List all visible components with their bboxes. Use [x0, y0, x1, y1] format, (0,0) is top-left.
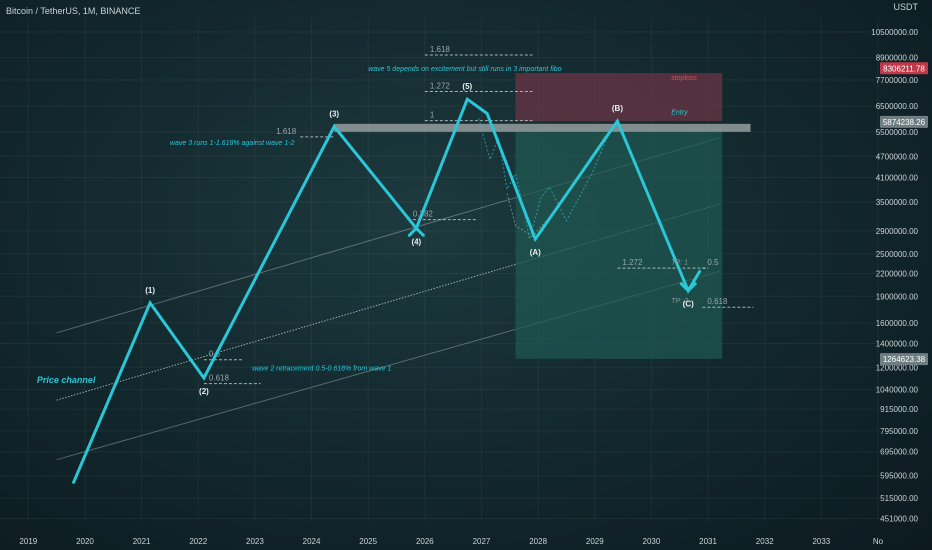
time-tick-label: 2032 — [756, 537, 774, 546]
annotation: wave 5 depends on excitement but still r… — [368, 66, 561, 73]
time-tick-label: 2033 — [812, 537, 830, 546]
price-tick-label: 6500000.00 — [876, 102, 919, 111]
price-tick-label: 1600000.00 — [876, 319, 919, 328]
price-tag-label: 5874238.26 — [883, 118, 926, 127]
price-tag-label: 8306211.78 — [883, 64, 925, 73]
wave-label: (B) — [612, 104, 623, 113]
time-axis[interactable]: 2019 2020 2021 2022 2023 2024 2025 2026 2027 2028… — [19, 537, 883, 546]
price-tick-label: 915000.00 — [880, 405, 918, 414]
annotation: wave 2 retracement 0.5-0.618% from wave … — [252, 366, 391, 373]
annotation: wave 3 runs 1-1.618% against wave 1-2 — [170, 140, 295, 147]
annotation: TP: 2 — [671, 298, 688, 305]
time-tick-label: 2020 — [76, 537, 94, 546]
time-tick-label: 2023 — [246, 537, 264, 546]
time-tick-label: 2030 — [643, 537, 661, 546]
price-tick-label: 1200000.00 — [876, 363, 919, 372]
wave-label: (5) — [462, 82, 472, 91]
currency-label: USDT — [894, 2, 919, 12]
price-tag-stop — [880, 62, 928, 75]
time-tick-label: 2024 — [303, 537, 321, 546]
target-zone — [515, 127, 723, 359]
grid — [0, 18, 879, 522]
fibo-label: 0.618 — [209, 374, 230, 383]
time-tick-label: 2026 — [416, 537, 434, 546]
annotation: Price channel — [37, 375, 96, 385]
price-tick-label: 5500000.00 — [876, 128, 919, 137]
symbol-title: Bitcoin / TetherUS, 1M, BINANCE — [6, 6, 140, 16]
price-tag-label: 1264623.38 — [883, 355, 926, 364]
wave-label: (C) — [683, 300, 694, 309]
alternate-wave-path — [478, 118, 613, 240]
price-tick-label: 515000.00 — [880, 494, 918, 503]
price-tags: 8306211.78 5874238.26 1264623.38 — [880, 62, 928, 366]
annotation: TP: 1 — [671, 260, 688, 267]
fibo-label: 1.618 — [430, 45, 451, 54]
annotations: wave 5 depends on excitement but still r… — [37, 66, 698, 385]
annotation: stoploss — [671, 75, 697, 82]
price-axis[interactable]: 10500000.00 8900000.00 7700000.00 6500000.0… — [871, 28, 918, 523]
price-tick-label: 1040000.00 — [876, 385, 919, 394]
price-tick-label: 10500000.00 — [871, 28, 918, 37]
price-tick-label: 4700000.00 — [876, 152, 919, 161]
price-tick-label: 451000.00 — [880, 515, 918, 524]
price-tick-label: 595000.00 — [880, 472, 918, 481]
price-tick-label: 7700000.00 — [876, 76, 919, 85]
price-tag-entry — [880, 115, 928, 128]
time-tick-label: 2031 — [699, 537, 717, 546]
fibo-label: 1.272 — [622, 258, 643, 267]
wave5-arrow-icon — [407, 226, 425, 237]
price-tick-label: 1400000.00 — [876, 339, 919, 348]
time-tick-label: 2028 — [529, 537, 547, 546]
wave-labels: (1) (2) (3) (4) (5) (A) (B) (C) — [145, 82, 694, 396]
channel-line — [56, 203, 720, 401]
annotation: Entry — [671, 110, 688, 117]
price-tick-label: 4100000.00 — [876, 173, 919, 182]
stoploss-zone — [515, 73, 723, 122]
price-tick-label: 695000.00 — [880, 448, 918, 457]
entry-bar — [334, 123, 751, 132]
time-tick-label: 2029 — [586, 537, 604, 546]
price-tick-label: 795000.00 — [880, 427, 918, 436]
wave-label: (2) — [199, 387, 209, 396]
time-tick-label: 2027 — [473, 537, 491, 546]
price-tick-label: 2200000.00 — [876, 270, 919, 279]
time-tick-label: 2025 — [359, 537, 377, 546]
time-tick-label: 2022 — [189, 537, 207, 546]
price-tick-label: 2900000.00 — [876, 227, 919, 236]
fibo-label: 1 — [430, 111, 435, 120]
elliott-wave-path — [72, 96, 702, 484]
fibo-label: 1.272 — [430, 81, 451, 90]
price-tick-label: 2500000.00 — [876, 250, 919, 259]
time-tick-label: 2021 — [133, 537, 151, 546]
price-tick-label: 8900000.00 — [876, 54, 919, 63]
price-tick-label: 1900000.00 — [876, 292, 919, 301]
time-tick-label: No — [873, 537, 884, 546]
wave-label: (4) — [411, 237, 421, 246]
wave-line — [72, 96, 702, 484]
fibo-label: 0.5 — [707, 258, 719, 267]
trade-zones — [334, 73, 751, 359]
fibo-label: 0.618 — [707, 297, 728, 306]
price-tag-target — [880, 353, 928, 366]
wave-label: (1) — [145, 286, 155, 295]
fibo-label: 1.618 — [276, 127, 297, 136]
time-tick-label: 2019 — [19, 537, 37, 546]
waveC-arrow-icon — [679, 282, 697, 293]
wave-label: (3) — [329, 109, 339, 118]
wave-label: (A) — [530, 248, 541, 257]
price-tick-label: 3500000.00 — [876, 198, 919, 207]
